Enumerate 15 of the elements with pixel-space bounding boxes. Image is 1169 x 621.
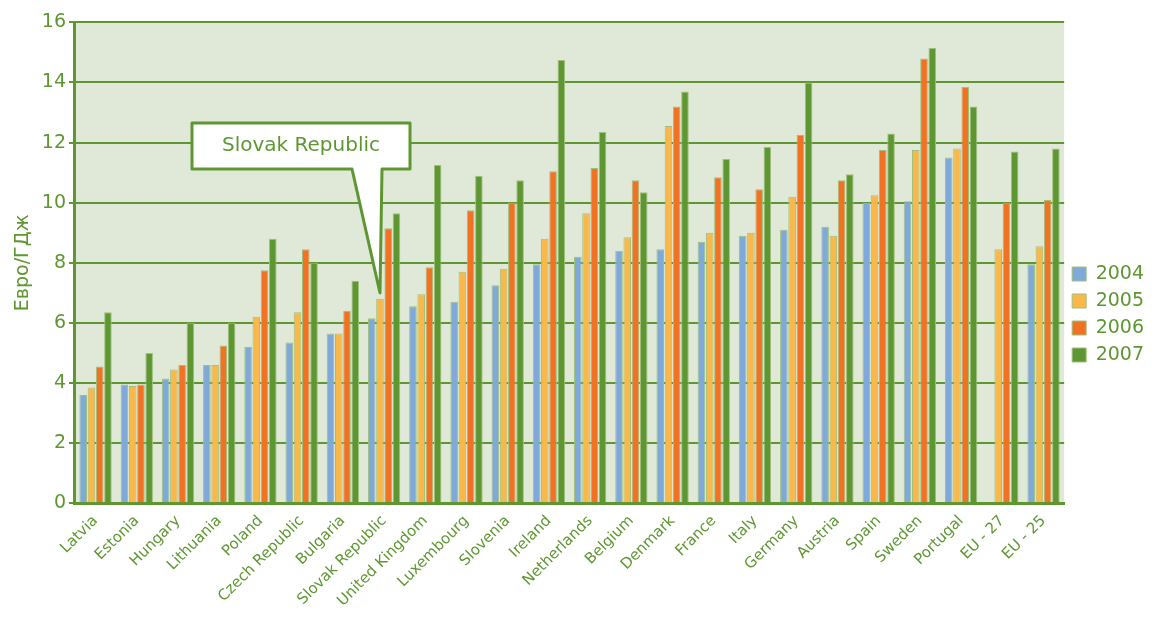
legend-label: 2005 bbox=[1095, 287, 1145, 310]
legend-label: 2006 bbox=[1095, 314, 1145, 337]
y-tick-label: 14 bbox=[41, 69, 66, 92]
y-tick-label: 2 bbox=[53, 429, 66, 452]
legend-label: 2004 bbox=[1095, 260, 1145, 283]
y-tick-label: 16 bbox=[41, 9, 66, 32]
y-tick-label: 8 bbox=[53, 249, 66, 272]
annotation: Slovak Republic bbox=[222, 132, 380, 157]
y-tick-label: 12 bbox=[41, 129, 66, 152]
y-tick-label: 4 bbox=[53, 369, 66, 392]
y-tick-label: 6 bbox=[53, 309, 66, 332]
y-tick-label: 10 bbox=[41, 189, 66, 212]
y-tick-label: 0 bbox=[53, 490, 66, 513]
legend-label: 2007 bbox=[1095, 341, 1145, 364]
y-axis-title: Евро/ГДж bbox=[10, 214, 33, 312]
